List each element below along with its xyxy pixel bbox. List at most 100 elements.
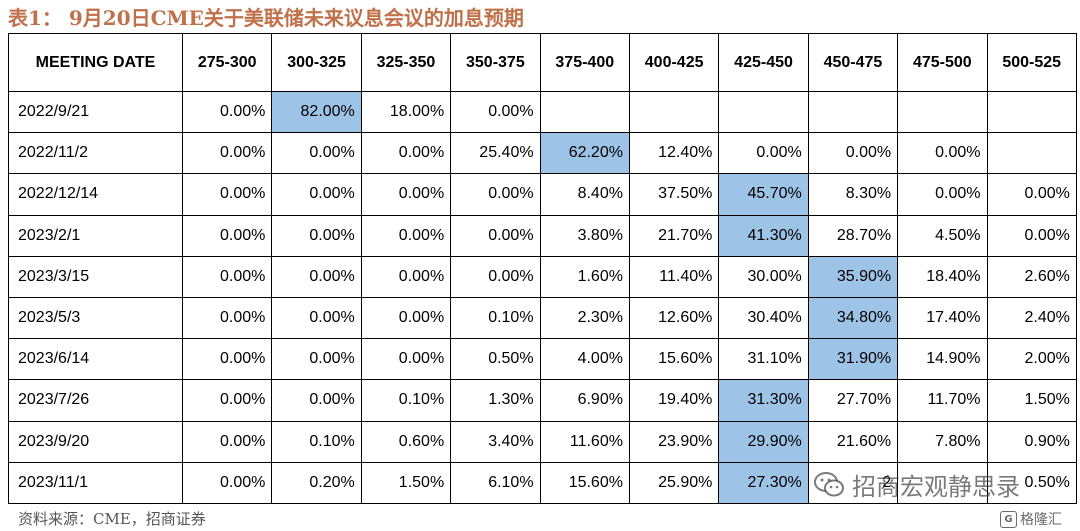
meeting-date-cell: 2022/12/14: [8, 173, 183, 216]
meeting-date-cell: 2023/5/3: [8, 296, 183, 340]
probability-cell: 0.00%: [181, 90, 273, 134]
meeting-date-cell: 2023/6/14: [8, 338, 183, 381]
header-range: 400-425: [628, 33, 720, 92]
probability-cell: 11.60%: [539, 420, 630, 463]
probability-cell: 11.70%: [897, 379, 988, 422]
probability-cell: [539, 90, 630, 134]
brand-logo-icon: G: [1000, 510, 1017, 528]
header-range: 350-375: [450, 33, 541, 92]
meeting-date-cell: 2023/9/20: [8, 420, 183, 463]
table-row: 2023/5/3 0.00% 0.00% 0.00% 0.10% 2.30% 12.60% 3…: [8, 296, 1077, 340]
probability-cell: 0.00%: [181, 379, 273, 422]
probability-cell: 15.60%: [539, 461, 630, 504]
probability-cell: 12.60%: [628, 296, 720, 340]
header-range: 475-500: [897, 33, 988, 92]
header-range: 325-350: [360, 33, 452, 92]
probability-cell: 19.40%: [628, 379, 720, 422]
header-range: 275-300: [181, 33, 273, 92]
probability-cell: 18.40%: [897, 255, 988, 298]
rate-hike-probability-table: MEETING DATE 275-300 300-325 325-350 350-375…: [8, 33, 1077, 504]
probability-cell: 0.00%: [986, 214, 1077, 257]
table-row: 2022/11/2 0.00% 0.00% 0.00% 25.40% 62.20% 12.4…: [8, 132, 1077, 175]
meeting-date-cell: 2023/7/26: [8, 379, 183, 422]
probability-cell: 17.40%: [897, 296, 988, 340]
probability-cell: 6.10%: [450, 461, 541, 504]
probability-cell: 30.00%: [718, 255, 809, 298]
probability-cell: 1.30%: [450, 379, 541, 422]
probability-cell: 2.00%: [986, 338, 1077, 381]
probability-cell: 4.00%: [539, 338, 630, 381]
probability-cell: 0.50%: [986, 461, 1077, 504]
probability-cell: 0.00%: [271, 379, 362, 422]
probability-cell: 0.00%: [807, 132, 899, 175]
probability-cell: 0.90%: [986, 420, 1077, 463]
probability-cell: 8.40%: [539, 173, 630, 216]
meeting-date-cell: 2022/9/21: [8, 90, 183, 134]
probability-cell: 30.40%: [718, 296, 809, 340]
probability-cell: 0.00%: [360, 173, 452, 216]
probability-cell: 0.00%: [360, 214, 452, 257]
probability-cell: 0.00%: [181, 255, 273, 298]
probability-cell: 21.70%: [628, 214, 720, 257]
probability-cell: 0.00%: [271, 338, 362, 381]
probability-cell: 2.40%: [986, 296, 1077, 340]
probability-cell: 0.10%: [450, 296, 541, 340]
probability-cell: 0.00%: [181, 173, 273, 216]
probability-cell: 2: [807, 461, 899, 504]
header-range: 300-325: [271, 33, 362, 92]
highlighted-probability-cell: 41.30%: [718, 214, 809, 257]
probability-cell: [897, 461, 988, 504]
probability-cell: [897, 90, 988, 134]
highlighted-probability-cell: 82.00%: [271, 90, 362, 134]
meeting-date-cell: 2023/11/1: [8, 461, 183, 504]
header-meeting-date: MEETING DATE: [8, 33, 183, 92]
probability-cell: 37.50%: [628, 173, 720, 216]
probability-cell: [807, 90, 899, 134]
header-range: 450-475: [807, 33, 899, 92]
probability-cell: 0.20%: [271, 461, 362, 504]
probability-cell: 2.60%: [986, 255, 1077, 298]
probability-cell: 0.00%: [181, 214, 273, 257]
probability-cell: 0.00%: [181, 296, 273, 340]
probability-cell: [986, 132, 1077, 175]
probability-cell: [986, 90, 1077, 134]
probability-cell: 7.80%: [897, 420, 988, 463]
probability-cell: 0.60%: [360, 420, 452, 463]
probability-cell: 0.00%: [450, 90, 541, 134]
probability-cell: 31.10%: [718, 338, 809, 381]
probability-cell: 0.00%: [450, 173, 541, 216]
probability-cell: 23.90%: [628, 420, 720, 463]
probability-cell: 0.00%: [897, 173, 988, 216]
probability-cell: 1.50%: [360, 461, 452, 504]
highlighted-probability-cell: 62.20%: [539, 132, 630, 175]
table-row: 2023/6/14 0.00% 0.00% 0.00% 0.50% 4.00% 15.60%…: [8, 338, 1077, 381]
highlighted-probability-cell: 45.70%: [718, 173, 809, 216]
table-row: 2023/3/15 0.00% 0.00% 0.00% 0.00% 1.60% 11.40%…: [8, 255, 1077, 298]
probability-cell: 3.80%: [539, 214, 630, 257]
table-row: 2022/9/21 0.00% 82.00% 18.00% 0.00%: [8, 90, 1077, 134]
brand-text: 格隆汇: [1020, 512, 1062, 528]
probability-cell: 28.70%: [807, 214, 899, 257]
brand-mark: G 格隆汇: [1000, 508, 1062, 530]
probability-cell: 0.00%: [718, 132, 809, 175]
probability-cell: 0.00%: [360, 255, 452, 298]
probability-cell: 6.90%: [539, 379, 630, 422]
table-row: 2023/7/26 0.00% 0.00% 0.10% 1.30% 6.90% 19.40%…: [8, 379, 1077, 422]
probability-cell: 21.60%: [807, 420, 899, 463]
probability-cell: 0.00%: [181, 461, 273, 504]
probability-cell: 2.30%: [539, 296, 630, 340]
probability-cell: 0.10%: [360, 379, 452, 422]
table-row: 2023/11/1 0.00% 0.20% 1.50% 6.10% 15.60% 25.90…: [8, 461, 1077, 504]
probability-cell: 0.00%: [360, 338, 452, 381]
probability-cell: 1.60%: [539, 255, 630, 298]
probability-cell: 0.00%: [271, 255, 362, 298]
probability-cell: 0.00%: [986, 173, 1077, 216]
probability-cell: 3.40%: [450, 420, 541, 463]
header-row: MEETING DATE 275-300 300-325 325-350 350-375…: [8, 33, 1077, 92]
table-row: 2023/9/20 0.00% 0.10% 0.60% 3.40% 11.60% 23.90…: [8, 420, 1077, 463]
probability-cell: 0.00%: [450, 255, 541, 298]
probability-cell: 0.00%: [360, 132, 452, 175]
meeting-date-cell: 2023/3/15: [8, 255, 183, 298]
table-caption: 表1： 9月20日CME关于美联储未来议息会议的加息预期: [8, 6, 524, 30]
probability-cell: 25.40%: [450, 132, 541, 175]
